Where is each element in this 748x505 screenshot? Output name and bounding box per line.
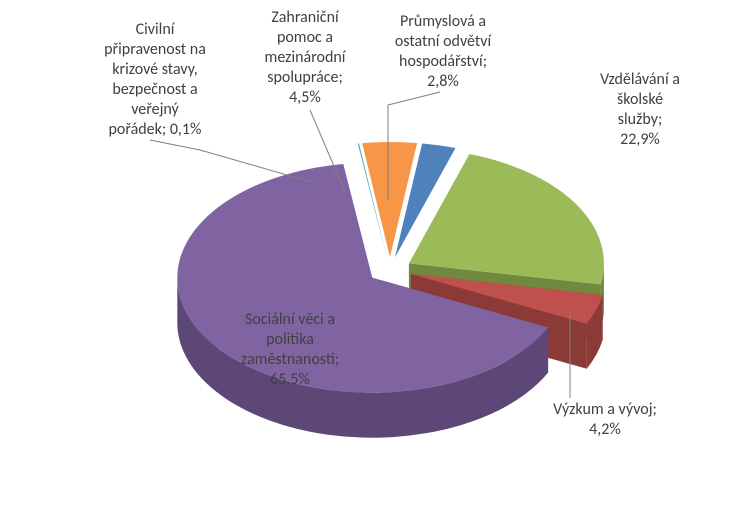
label-social: Sociální věci a politika zaměstnanosti; … bbox=[210, 310, 370, 390]
label-civil: Civilní připravenost na krizové stavy, b… bbox=[70, 20, 240, 140]
label-education: Vzdělávání a školské služby; 22,9% bbox=[575, 70, 705, 150]
label-industry: Průmyslová a ostatní odvětví hospodářstv… bbox=[378, 12, 508, 92]
label-research: Výzkum a vývoj; 4,2% bbox=[525, 400, 685, 440]
label-foreign: Zahraniční pomoc a mezinárodní spoluprác… bbox=[245, 8, 365, 108]
pie-chart: Průmyslová a ostatní odvětví hospodářstv… bbox=[0, 0, 748, 505]
